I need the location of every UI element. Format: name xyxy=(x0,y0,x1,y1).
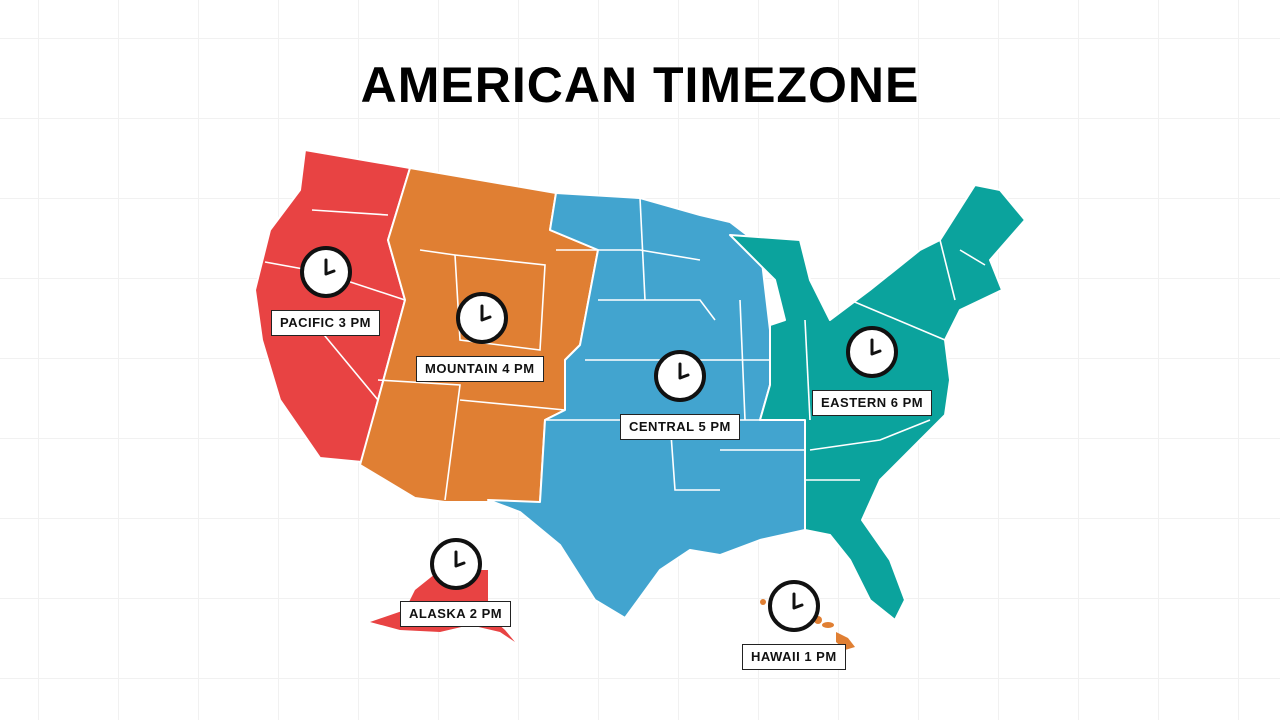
central-clock-icon xyxy=(654,350,706,402)
label-hawaii: HAWAII 1 PM xyxy=(742,644,846,670)
state-borders xyxy=(264,197,986,501)
label-alaska: ALASKA 2 PM xyxy=(400,601,512,627)
label-pacific: PACIFIC 3 PM xyxy=(271,310,380,336)
alaska-clock-icon xyxy=(430,538,482,590)
hawaii-clock-icon xyxy=(768,580,820,632)
label-eastern: EASTERN 6 PM xyxy=(812,390,933,416)
mountain-clock-icon xyxy=(456,292,508,344)
label-central: CENTRAL 5 PM xyxy=(620,414,740,440)
region-central xyxy=(487,192,806,619)
eastern-clock-icon xyxy=(846,326,898,378)
page-title: AMERICAN TIMEZONE xyxy=(360,57,920,113)
pacific-clock-icon xyxy=(300,246,352,298)
label-mountain: MOUNTAIN 4 PM xyxy=(416,356,544,382)
